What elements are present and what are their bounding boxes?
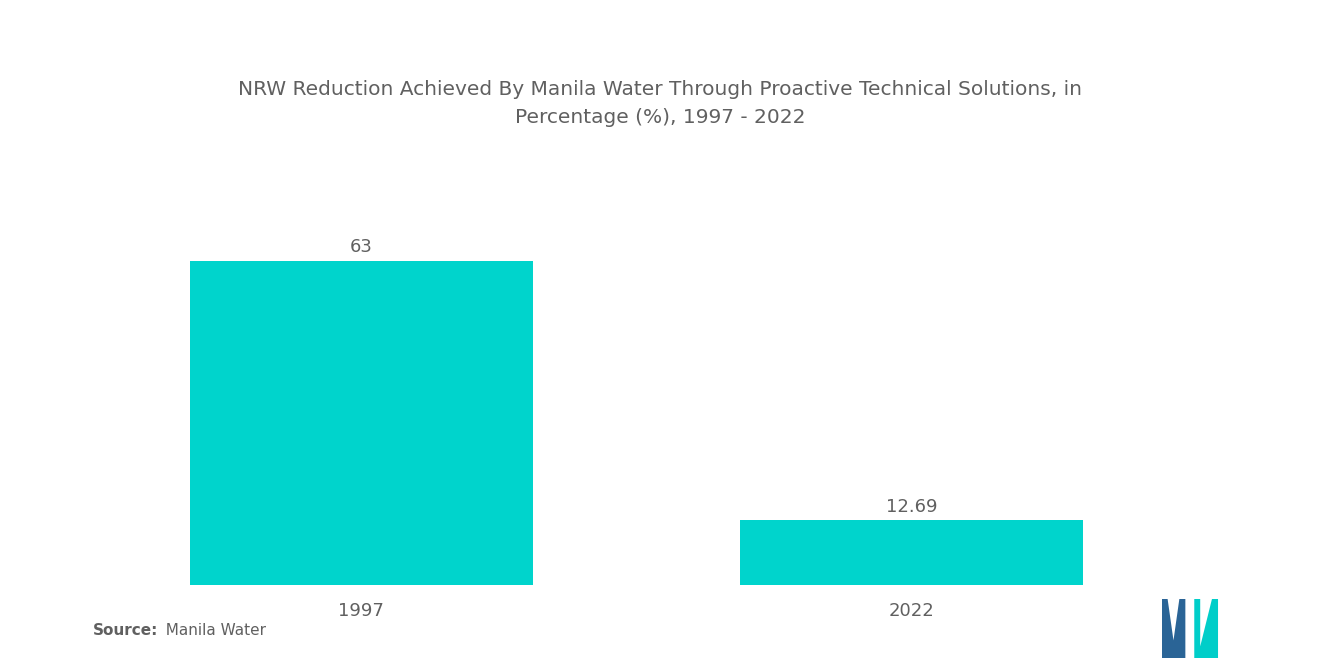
Polygon shape [1195,598,1218,658]
Text: Source:: Source: [92,623,158,638]
Text: 63: 63 [350,238,372,257]
Text: Manila Water: Manila Water [156,623,265,638]
Bar [741,520,1082,585]
Polygon shape [1162,598,1185,658]
Bar [190,261,532,585]
Text: NRW Reduction Achieved By Manila Water Through Proactive Technical Solutions, in: NRW Reduction Achieved By Manila Water T… [238,80,1082,127]
Text: 12.69: 12.69 [886,497,937,515]
